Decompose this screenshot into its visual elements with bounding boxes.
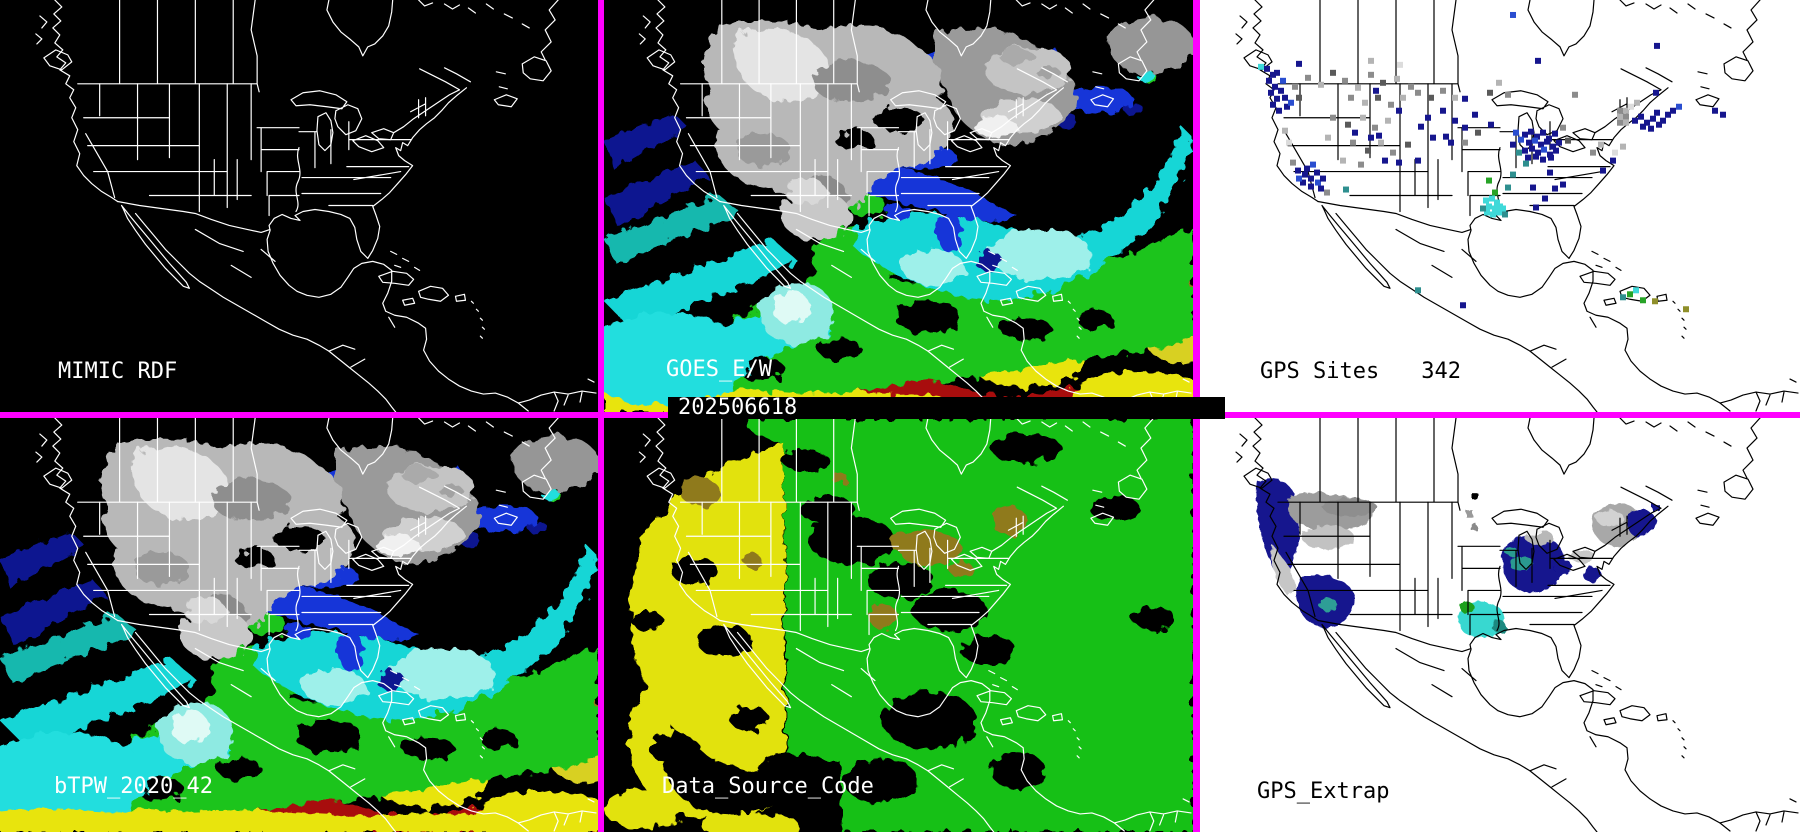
panel-label-goes-ew: GOES_E/W (666, 357, 772, 382)
timestamp-bar: 202506618 (668, 397, 1225, 419)
timestamp-text: 202506618 (678, 395, 798, 420)
panel-mimic-rdf: MIMIC RDF (0, 0, 598, 412)
panel-data-source-code: Data_Source_Code (604, 418, 1193, 832)
btpw-extra-yellow-band (0, 808, 598, 832)
panel-label-mimic-rdf: MIMIC RDF (58, 359, 178, 384)
panel-btpw: bTPW_2020_42 (0, 418, 598, 832)
btpw-image (0, 418, 598, 832)
mimic-rdf-map (35, 0, 597, 412)
data-source-code-map (604, 418, 1193, 832)
goes-ew-tpw-image (604, 0, 1193, 412)
panel-label-data-source-code: Data_Source_Code (662, 774, 874, 799)
gps-sites-count: 342 (1421, 359, 1461, 384)
panel-goes-ew: GOES_E/W (604, 0, 1193, 412)
panel-label-btpw: bTPW_2020_42 (54, 774, 213, 799)
panel-label-gps-sites: GPS Sites 342 (1260, 360, 1461, 384)
panel-gps-sites: GPS Sites 342 (1200, 0, 1800, 412)
gps-site-markers (1258, 11, 1726, 313)
gps-extrap-map (1235, 418, 1799, 832)
gps-sites-label: GPS Sites (1260, 359, 1380, 384)
panel-gps-extrap: GPS_Extrap (1200, 418, 1800, 832)
panel-label-gps-extrap: GPS_Extrap (1257, 779, 1390, 804)
gps-sites-map (1235, 0, 1799, 412)
